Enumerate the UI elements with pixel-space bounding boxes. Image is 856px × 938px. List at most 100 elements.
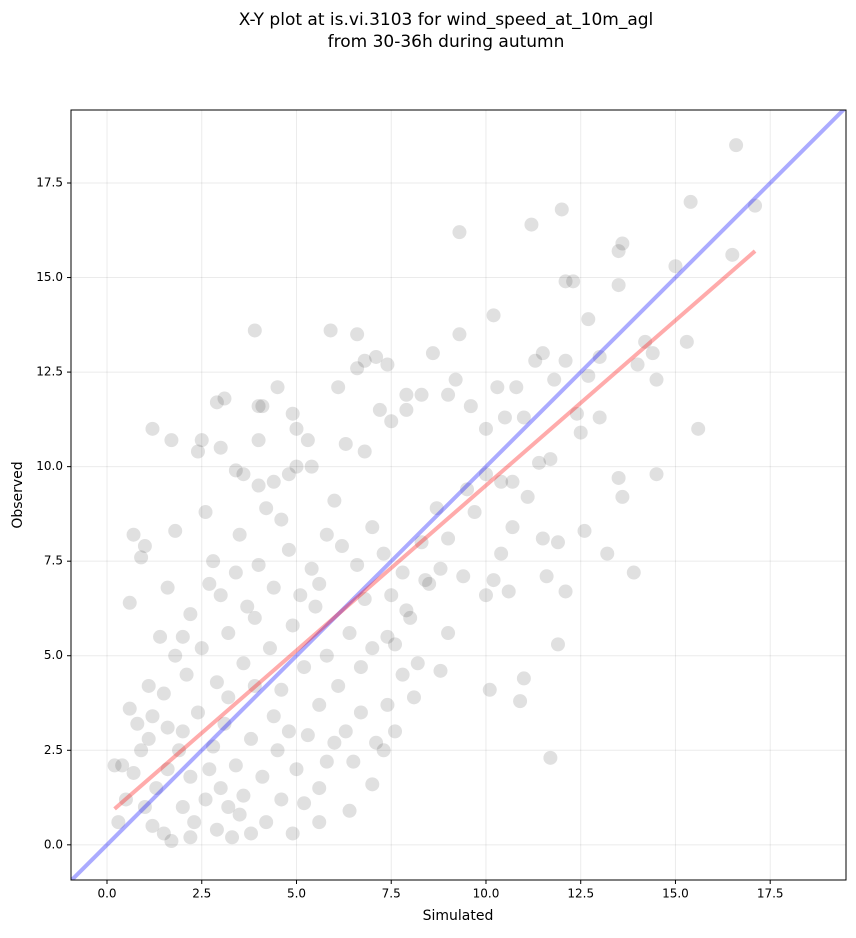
point [232, 807, 247, 822]
point [357, 353, 372, 368]
point [558, 584, 573, 599]
point [327, 493, 342, 508]
point [539, 569, 554, 584]
point [190, 444, 205, 459]
point [236, 788, 251, 803]
point [175, 800, 190, 815]
point [240, 599, 255, 614]
point [179, 667, 194, 682]
point [524, 217, 539, 232]
point [380, 357, 395, 372]
x-tick-label: 10.0 [473, 887, 500, 901]
point [300, 728, 315, 743]
point [380, 697, 395, 712]
point [270, 380, 285, 395]
point [592, 410, 607, 425]
point [134, 550, 149, 565]
point [319, 754, 334, 769]
point [247, 678, 262, 693]
point [190, 705, 205, 720]
point [297, 660, 312, 675]
point [202, 762, 217, 777]
point [141, 678, 156, 693]
point [137, 800, 152, 815]
point [467, 505, 482, 520]
point [175, 629, 190, 644]
point [399, 387, 414, 402]
point [331, 380, 346, 395]
point [505, 520, 520, 535]
point [247, 610, 262, 625]
point [209, 675, 224, 690]
point [115, 758, 130, 773]
point [285, 826, 300, 841]
point [327, 735, 342, 750]
point [592, 349, 607, 364]
point [338, 724, 353, 739]
point [547, 372, 562, 387]
point [748, 198, 763, 213]
point [134, 743, 149, 758]
point [122, 595, 137, 610]
point [365, 777, 380, 792]
point [494, 546, 509, 561]
point [357, 444, 372, 459]
point [376, 546, 391, 561]
point [285, 406, 300, 421]
point [111, 815, 126, 830]
point [160, 762, 175, 777]
chart-title: from 30-36h during autumn [328, 32, 565, 52]
y-tick-label: 5.0 [44, 648, 63, 662]
point [581, 368, 596, 383]
point [107, 758, 122, 773]
point [187, 815, 202, 830]
point [384, 414, 399, 429]
point [520, 489, 535, 504]
point [323, 323, 338, 338]
point [266, 580, 281, 595]
point [600, 546, 615, 561]
point [194, 641, 209, 656]
point [232, 527, 247, 542]
y-tick-label: 2.5 [44, 743, 63, 757]
point [160, 580, 175, 595]
point [478, 467, 493, 482]
point [274, 512, 289, 527]
point [331, 678, 346, 693]
point [357, 592, 372, 607]
point [175, 724, 190, 739]
point [141, 731, 156, 746]
point [164, 433, 179, 448]
y-tick-label: 12.5 [36, 365, 63, 379]
point [463, 399, 478, 414]
point [342, 803, 357, 818]
point [478, 421, 493, 436]
point [251, 557, 266, 572]
point [130, 716, 145, 731]
point [452, 225, 467, 240]
point [554, 202, 569, 217]
point [403, 610, 418, 625]
point [312, 576, 327, 591]
point [221, 690, 236, 705]
point [543, 452, 558, 467]
point [266, 709, 281, 724]
point [532, 455, 547, 470]
point [448, 372, 463, 387]
point [244, 731, 259, 746]
point [304, 561, 319, 576]
point [573, 425, 588, 440]
point [255, 769, 270, 784]
point [251, 478, 266, 493]
point [429, 501, 444, 516]
point [497, 410, 512, 425]
point [543, 750, 558, 765]
point [528, 353, 543, 368]
point [300, 433, 315, 448]
point [145, 818, 160, 833]
point [270, 743, 285, 758]
point [304, 459, 319, 474]
point [346, 754, 361, 769]
point [312, 781, 327, 796]
point [441, 531, 456, 546]
